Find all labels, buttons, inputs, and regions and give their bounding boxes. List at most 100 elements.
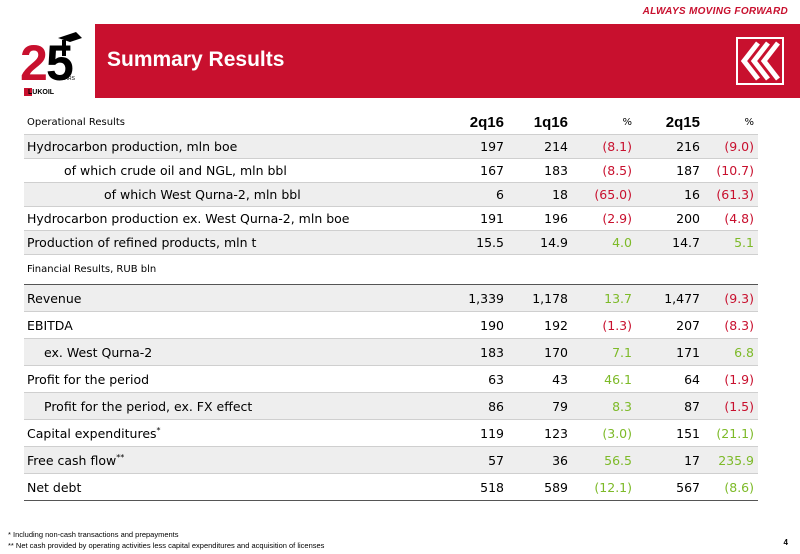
lukoil-25-years-logo-icon: 2 5 YEARS bbox=[20, 32, 82, 96]
col-header-1q16: 1q16 bbox=[533, 114, 568, 131]
row-label: of which crude oil and NGL, mln bbl bbox=[64, 163, 287, 178]
cell-1q16: 14.9 bbox=[540, 235, 568, 250]
cell-pct-2: (1.5) bbox=[724, 399, 754, 414]
cell-pct-1: (2.9) bbox=[602, 211, 632, 226]
table-row: Profit for the period 63 43 46.1 64 (1.9… bbox=[24, 366, 758, 393]
row-label: Production of refined products, mln t bbox=[27, 235, 257, 250]
cell-1q16: 123 bbox=[544, 426, 568, 441]
cell-2q15: 17 bbox=[684, 453, 700, 468]
table-row: of which West Qurna-2, mln bbl 6 18 (65.… bbox=[24, 183, 758, 207]
cell-2q15: 216 bbox=[676, 139, 700, 154]
tagline: ALWAYS MOVING FORWARD bbox=[642, 6, 788, 17]
row-label: Revenue bbox=[27, 291, 82, 306]
cell-1q16: 214 bbox=[544, 139, 568, 154]
row-label: Hydrocarbon production, mln boe bbox=[27, 139, 238, 154]
financial-section-header: Financial Results, RUB bln bbox=[24, 255, 758, 285]
cell-1q16: 1,178 bbox=[532, 291, 568, 306]
operational-results-label: Operational Results bbox=[27, 117, 125, 128]
cell-1q16: 170 bbox=[544, 345, 568, 360]
cell-2q16: 15.5 bbox=[476, 235, 504, 250]
cell-2q16: 1,339 bbox=[468, 291, 504, 306]
summary-table: Operational Results 2q16 1q16 % 2q15 % H… bbox=[24, 111, 758, 501]
col-header-2q15: 2q15 bbox=[665, 114, 700, 131]
cell-pct-2: 5.1 bbox=[734, 235, 754, 250]
col-header-2q16: 2q16 bbox=[469, 114, 504, 131]
cell-pct-2: 235.9 bbox=[718, 453, 754, 468]
cell-2q15: 14.7 bbox=[672, 235, 700, 250]
cell-pct-1: 46.1 bbox=[604, 372, 632, 387]
cell-pct-1: (65.0) bbox=[594, 187, 632, 202]
cell-pct-2: (1.9) bbox=[724, 372, 754, 387]
cell-2q16: 518 bbox=[480, 480, 504, 495]
cell-2q16: 86 bbox=[488, 399, 504, 414]
cell-pct-2: (4.8) bbox=[724, 211, 754, 226]
svg-text:YEARS: YEARS bbox=[58, 76, 76, 82]
row-label: of which West Qurna-2, mln bbl bbox=[104, 187, 301, 202]
cell-2q15: 64 bbox=[684, 372, 700, 387]
cell-2q16: 57 bbox=[488, 453, 504, 468]
cell-2q16: 183 bbox=[480, 345, 504, 360]
cell-1q16: 192 bbox=[544, 318, 568, 333]
row-label: Profit for the period bbox=[27, 372, 150, 387]
table-row: Revenue 1,339 1,178 13.7 1,477 (9.3) bbox=[24, 285, 758, 312]
table-row: Net debt 518 589 (12.1) 567 (8.6) bbox=[24, 474, 758, 501]
row-label: Capital expenditures* bbox=[27, 420, 161, 447]
cell-pct-1: 7.1 bbox=[612, 345, 632, 360]
cell-2q15: 567 bbox=[676, 480, 700, 495]
cell-pct-1: 56.5 bbox=[604, 453, 632, 468]
table-row: Profit for the period, ex. FX effect 86 … bbox=[24, 393, 758, 420]
cell-pct-2: (10.7) bbox=[716, 163, 754, 178]
page-number: 4 bbox=[783, 538, 788, 547]
row-label-text: Free cash flow bbox=[27, 453, 117, 468]
cell-pct-2: (9.0) bbox=[724, 139, 754, 154]
title-banner: Summary Results bbox=[95, 24, 800, 98]
table-row: Capital expenditures* 119 123 (3.0) 151 … bbox=[24, 420, 758, 447]
footnote-marker: * bbox=[156, 425, 161, 435]
table-header-row: Operational Results 2q16 1q16 % 2q15 % bbox=[24, 111, 758, 135]
table-row: Hydrocarbon production, mln boe 197 214 … bbox=[24, 135, 758, 159]
cell-pct-1: (12.1) bbox=[594, 480, 632, 495]
cell-2q15: 187 bbox=[676, 163, 700, 178]
cell-2q16: 167 bbox=[480, 163, 504, 178]
financial-results-label: Financial Results, RUB bln bbox=[27, 264, 157, 275]
cell-2q16: 191 bbox=[480, 211, 504, 226]
cell-pct-1: 13.7 bbox=[604, 291, 632, 306]
cell-2q15: 1,477 bbox=[664, 291, 700, 306]
cell-2q16: 197 bbox=[480, 139, 504, 154]
cell-pct-2: (8.6) bbox=[724, 480, 754, 495]
cell-pct-1: (8.5) bbox=[602, 163, 632, 178]
table-row: of which crude oil and NGL, mln bbl 167 … bbox=[24, 159, 758, 183]
cell-pct-2: (21.1) bbox=[716, 426, 754, 441]
svg-text:2: 2 bbox=[20, 35, 48, 91]
table-row: Free cash flow** 57 36 56.5 17 235.9 bbox=[24, 447, 758, 474]
col-header-pct-1: % bbox=[622, 117, 632, 128]
cell-2q15: 171 bbox=[676, 345, 700, 360]
cell-1q16: 18 bbox=[552, 187, 568, 202]
cell-2q16: 63 bbox=[488, 372, 504, 387]
cell-pct-2: (61.3) bbox=[716, 187, 754, 202]
table-row: EBITDA 190 192 (1.3) 207 (8.3) bbox=[24, 312, 758, 339]
cell-1q16: 43 bbox=[552, 372, 568, 387]
cell-2q15: 16 bbox=[684, 187, 700, 202]
cell-2q15: 151 bbox=[676, 426, 700, 441]
cell-2q16: 119 bbox=[480, 426, 504, 441]
chevrons-icon bbox=[736, 37, 784, 85]
row-label: Profit for the period, ex. FX effect bbox=[44, 399, 253, 414]
footnote-1: * Including non-cash transactions and pr… bbox=[8, 530, 179, 539]
cell-pct-1: 8.3 bbox=[612, 399, 632, 414]
cell-1q16: 183 bbox=[544, 163, 568, 178]
cell-pct-2: (9.3) bbox=[724, 291, 754, 306]
cell-2q15: 200 bbox=[676, 211, 700, 226]
cell-1q16: 36 bbox=[552, 453, 568, 468]
cell-1q16: 196 bbox=[544, 211, 568, 226]
page-title: Summary Results bbox=[107, 48, 285, 71]
row-label: Free cash flow** bbox=[27, 447, 124, 474]
cell-pct-1: (3.0) bbox=[602, 426, 632, 441]
cell-pct-1: (8.1) bbox=[602, 139, 632, 154]
row-label: Net debt bbox=[27, 480, 82, 495]
cell-pct-1: 4.0 bbox=[612, 235, 632, 250]
row-label-text: Capital expenditures bbox=[27, 426, 157, 441]
cell-pct-2: 6.8 bbox=[734, 345, 754, 360]
row-label: Hydrocarbon production ex. West Qurna-2,… bbox=[27, 211, 350, 226]
cell-2q15: 207 bbox=[676, 318, 700, 333]
